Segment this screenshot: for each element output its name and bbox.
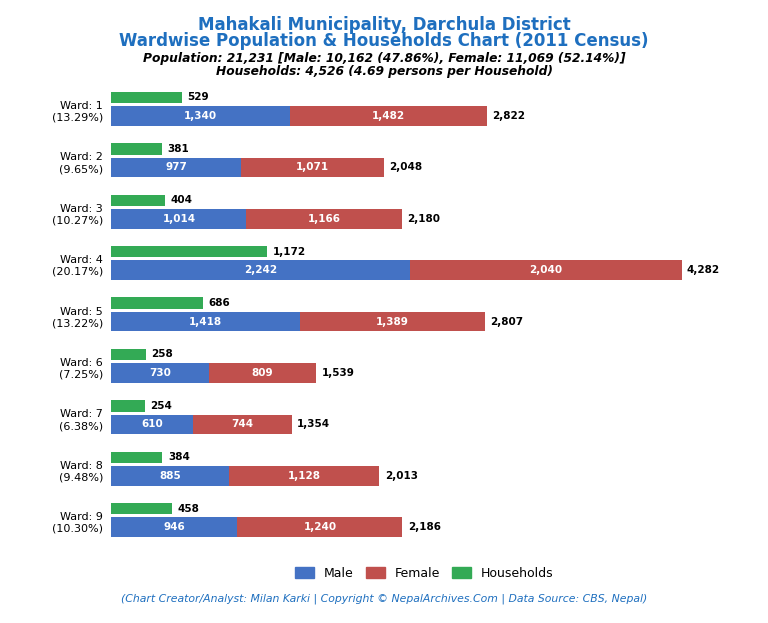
Text: (Chart Creator/Analyst: Milan Karki | Copyright © NepalArchives.Com | Data Sourc: (Chart Creator/Analyst: Milan Karki | Co…	[121, 594, 647, 604]
Text: 529: 529	[187, 92, 209, 102]
Bar	[111, 143, 162, 155]
Text: 2,822: 2,822	[492, 111, 525, 121]
Text: Wardwise Population & Households Chart (2011 Census): Wardwise Population & Households Chart (…	[119, 32, 649, 50]
Text: 1,539: 1,539	[322, 368, 355, 378]
Text: 610: 610	[141, 419, 163, 429]
Bar	[111, 194, 165, 206]
Bar	[209, 363, 316, 383]
Text: Households: 4,526 (4.69 persons per Household): Households: 4,526 (4.69 persons per Hous…	[216, 65, 552, 78]
Bar	[111, 246, 267, 257]
Text: 946: 946	[164, 522, 185, 532]
Text: Mahakali Municipality, Darchula District: Mahakali Municipality, Darchula District	[197, 16, 571, 34]
Bar	[111, 503, 172, 515]
Bar	[111, 400, 145, 412]
Bar	[111, 466, 229, 485]
Text: 384: 384	[168, 452, 190, 462]
Text: 4,282: 4,282	[687, 265, 720, 275]
Text: 1,172: 1,172	[273, 247, 306, 257]
Bar	[111, 312, 300, 331]
Text: 1,166: 1,166	[307, 214, 340, 224]
Text: 744: 744	[231, 419, 253, 429]
Text: 1,418: 1,418	[189, 316, 223, 326]
Bar	[111, 452, 163, 463]
Bar	[111, 209, 247, 229]
Text: 2,180: 2,180	[407, 214, 440, 224]
Bar	[241, 158, 384, 177]
Bar	[111, 349, 146, 360]
Text: 381: 381	[167, 144, 189, 154]
Text: 1,340: 1,340	[184, 111, 217, 121]
Bar	[111, 158, 241, 177]
Bar	[193, 415, 292, 434]
Text: 1,128: 1,128	[288, 471, 321, 481]
Bar	[111, 363, 209, 383]
Text: 254: 254	[151, 401, 172, 411]
Text: 2,040: 2,040	[529, 265, 562, 275]
Text: 686: 686	[208, 298, 230, 308]
Text: 809: 809	[252, 368, 273, 378]
Bar	[111, 518, 237, 537]
Bar	[410, 260, 682, 280]
Legend: Male, Female, Households: Male, Female, Households	[290, 562, 559, 585]
Text: 2,242: 2,242	[244, 265, 277, 275]
Text: 2,013: 2,013	[385, 471, 418, 481]
Text: 1,389: 1,389	[376, 316, 409, 326]
Text: 1,240: 1,240	[303, 522, 336, 532]
Bar	[111, 92, 182, 103]
Text: 1,071: 1,071	[296, 163, 329, 173]
Text: 977: 977	[165, 163, 187, 173]
Bar	[111, 260, 410, 280]
Bar	[111, 106, 290, 126]
Text: 404: 404	[170, 195, 193, 205]
Bar	[111, 297, 203, 309]
Text: 885: 885	[160, 471, 181, 481]
Text: 458: 458	[177, 503, 200, 514]
Bar	[290, 106, 487, 126]
Text: 1,482: 1,482	[372, 111, 405, 121]
Bar	[229, 466, 379, 485]
Bar	[237, 518, 402, 537]
Bar	[111, 415, 193, 434]
Text: 258: 258	[151, 350, 173, 359]
Text: Population: 21,231 [Male: 10,162 (47.86%), Female: 11,069 (52.14%)]: Population: 21,231 [Male: 10,162 (47.86%…	[143, 52, 625, 65]
Text: 2,186: 2,186	[408, 522, 441, 532]
Text: 730: 730	[149, 368, 171, 378]
Bar	[300, 312, 485, 331]
Text: 1,014: 1,014	[162, 214, 195, 224]
Bar	[247, 209, 402, 229]
Text: 2,807: 2,807	[491, 316, 524, 326]
Text: 1,354: 1,354	[297, 419, 330, 429]
Text: 2,048: 2,048	[389, 163, 422, 173]
